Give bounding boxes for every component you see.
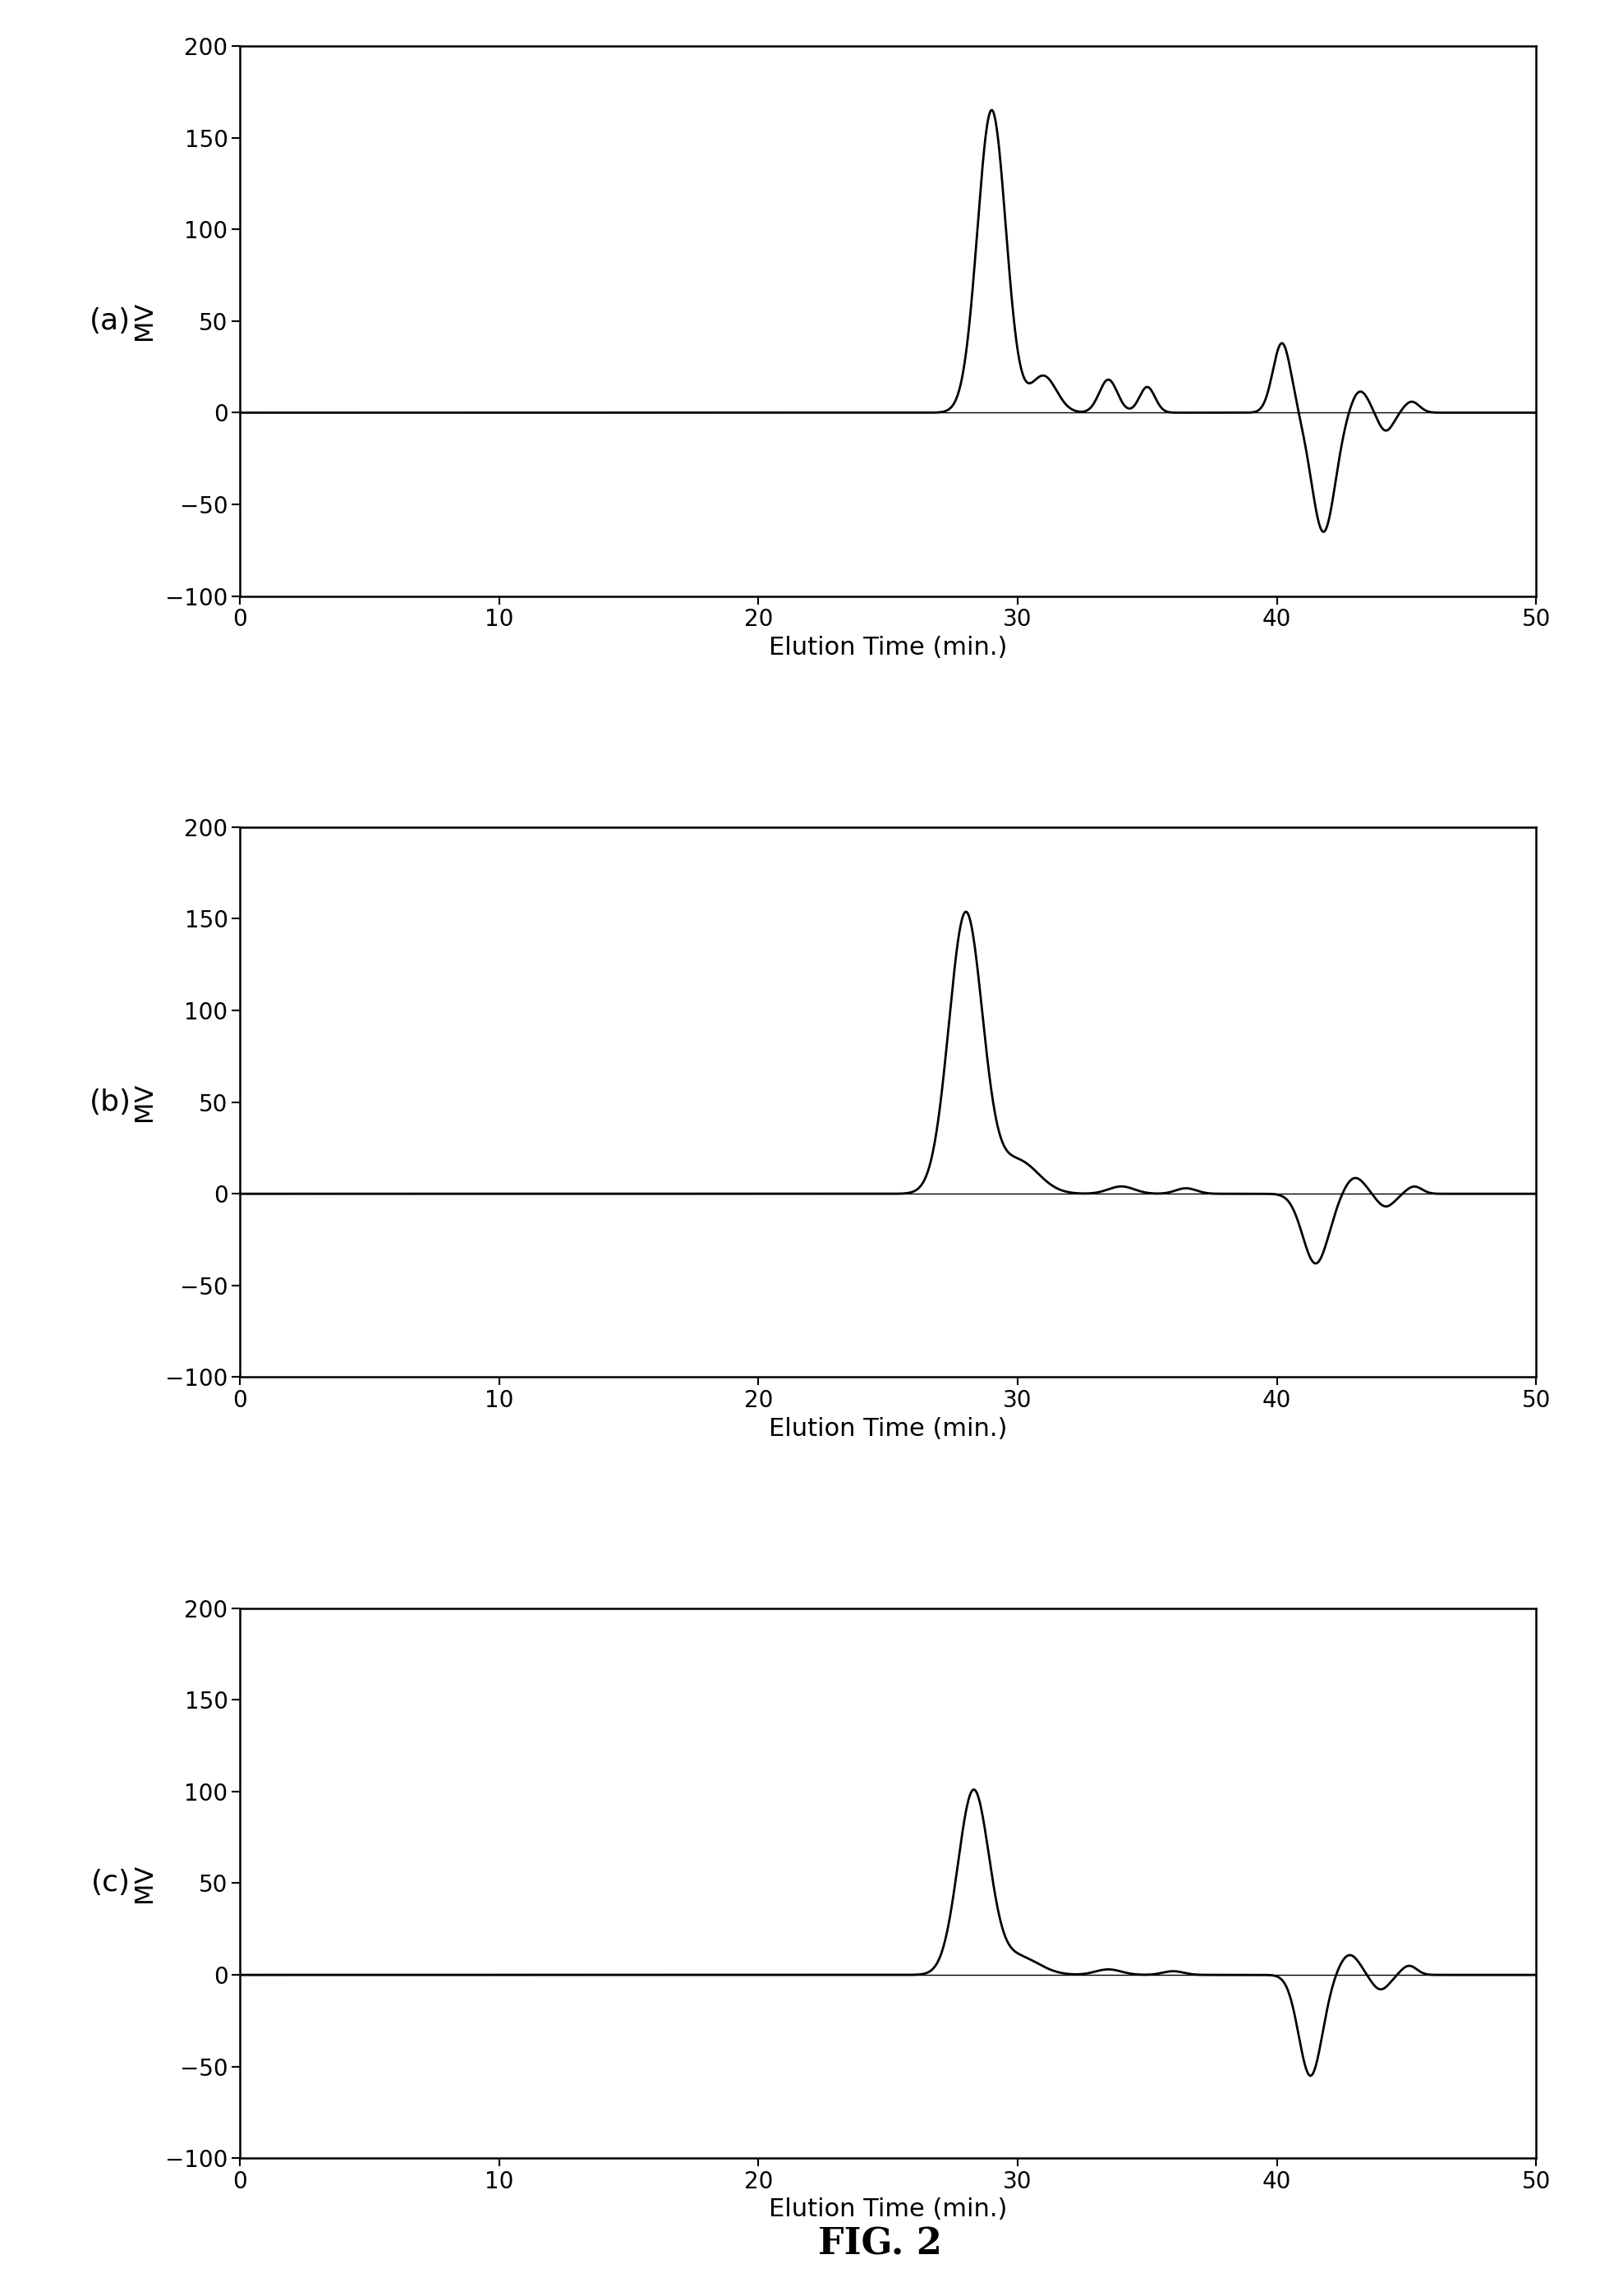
Text: (a): (a) [90,308,131,335]
Y-axis label: MV: MV [133,301,157,340]
Text: (b): (b) [90,1088,131,1116]
Y-axis label: MV: MV [133,1084,157,1120]
Text: FIG. 2: FIG. 2 [818,2227,942,2262]
X-axis label: Elution Time (min.): Elution Time (min.) [768,1417,1008,1440]
X-axis label: Elution Time (min.): Elution Time (min.) [768,2197,1008,2223]
Y-axis label: MV: MV [133,1864,157,1903]
Text: (c): (c) [91,1869,130,1896]
X-axis label: Elution Time (min.): Elution Time (min.) [768,636,1008,659]
